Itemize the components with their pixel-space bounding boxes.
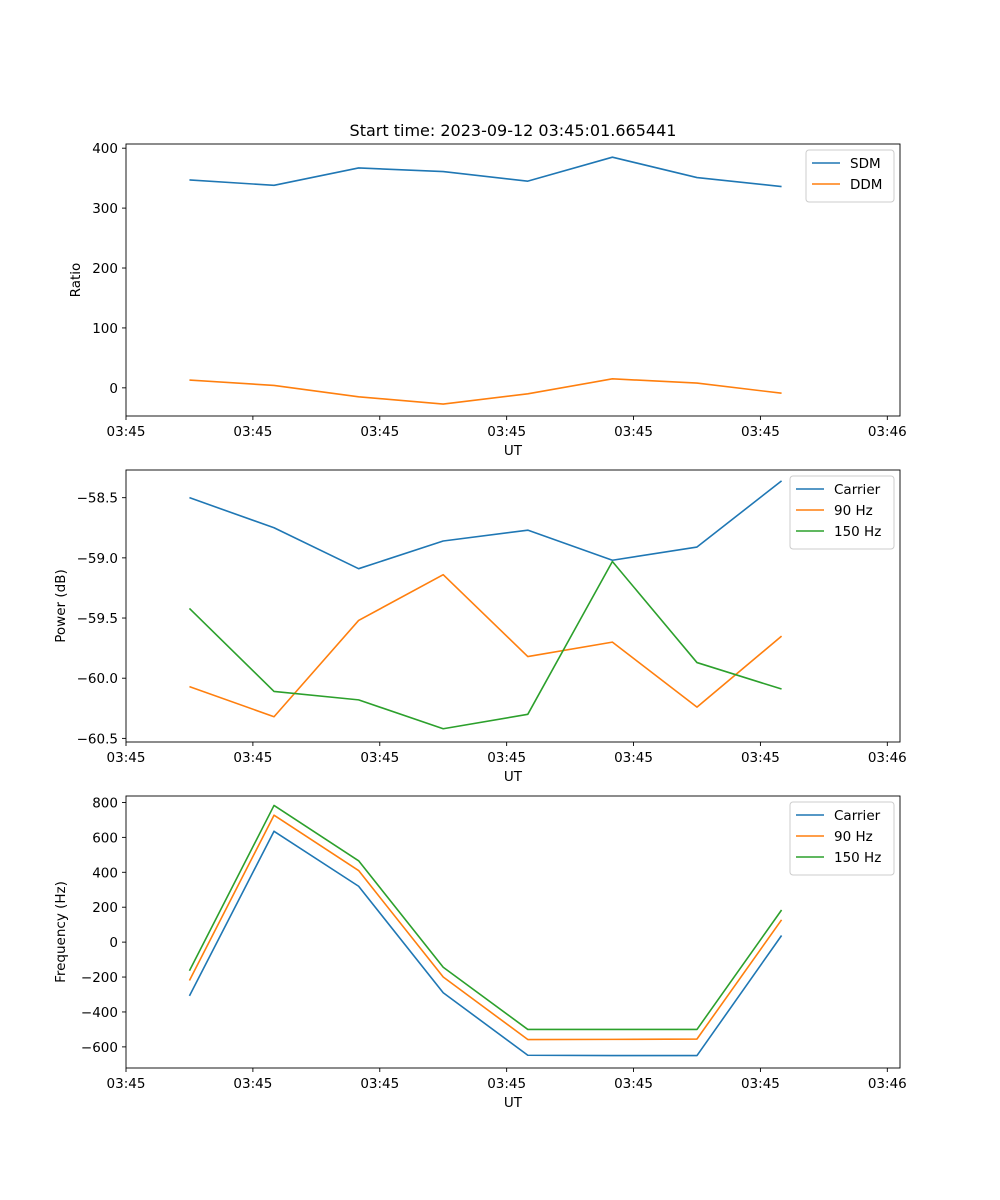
y-tick-label: 800: [92, 795, 118, 811]
y-axis-label: Ratio: [68, 263, 84, 298]
x-tick-label: 03:46: [868, 1076, 907, 1092]
chart-panel-2: 03:45 03:45 03:45 03:45 03:45 03:45 03:46 −58.5…: [53, 469, 907, 785]
chart-title: Start time: 2023-09-12 03:45:01.665441: [350, 121, 677, 140]
y-tick-label: 200: [92, 261, 118, 277]
legend-label: DDM: [850, 177, 882, 193]
y-tick-label: −59.5: [77, 611, 118, 627]
x-tick-label: 03:45: [107, 424, 146, 440]
plot-frame: [125, 795, 901, 1069]
legend: SDM DDM: [805, 149, 895, 203]
x-tick-label: 03:46: [868, 750, 907, 766]
legend-label: Carrier: [834, 808, 881, 824]
chart-panel-3: 03:45 03:45 03:45 03:45 03:45 03:45 03:46 800 60…: [53, 795, 907, 1111]
y-tick-label: −58.5: [77, 491, 118, 507]
y-tick-label: 100: [92, 321, 118, 337]
plot-frame: [125, 469, 901, 743]
y-tick-label: 400: [92, 141, 118, 157]
x-tick-label: 03:45: [360, 1076, 399, 1092]
x-tick-label: 03:45: [233, 750, 272, 766]
legend-label: SDM: [850, 156, 881, 172]
series-line-150-hz: [188, 560, 782, 730]
y-tick-label: 400: [92, 865, 118, 881]
x-tick-label: 03:45: [741, 424, 780, 440]
x-axis-label: UT: [504, 769, 523, 785]
plot-frame: [125, 143, 901, 417]
legend-label: Carrier: [834, 482, 881, 498]
legend: Carrier 90 Hz 150 Hz: [789, 801, 895, 876]
x-tick-label: 03:45: [614, 750, 653, 766]
x-tick-label: 03:46: [868, 424, 907, 440]
legend-label: 90 Hz: [834, 503, 873, 519]
legend-label: 90 Hz: [834, 829, 873, 845]
x-axis-label: UT: [504, 1095, 523, 1111]
x-tick-label: 03:45: [360, 750, 399, 766]
y-tick-label: −200: [81, 970, 118, 986]
legend-label: 150 Hz: [834, 524, 881, 540]
y-tick-label: 0: [109, 935, 118, 951]
y-tick-label: 200: [92, 900, 118, 916]
x-tick-label: 03:45: [741, 750, 780, 766]
series-line-carrier: [189, 480, 783, 570]
x-tick-label: 03:45: [741, 1076, 780, 1092]
y-tick-label: 300: [92, 201, 118, 217]
series-line-90-hz: [188, 814, 783, 1041]
y-tick-label: 0: [109, 381, 118, 397]
series-line-ddm: [189, 378, 782, 405]
x-tick-label: 03:45: [614, 1076, 653, 1092]
x-tick-label: 03:45: [360, 424, 399, 440]
y-tick-label: −60.0: [77, 671, 118, 687]
x-tick-label: 03:45: [107, 1076, 146, 1092]
series-line-carrier: [188, 830, 783, 1057]
series-line-90-hz: [189, 573, 783, 718]
y-axis-label: Power (dB): [53, 569, 69, 642]
series-line-150-hz: [188, 804, 783, 1031]
legend-label: 150 Hz: [834, 850, 881, 866]
x-axis-label: UT: [504, 443, 523, 459]
y-tick-label: −59.0: [77, 551, 118, 567]
legend: Carrier 90 Hz 150 Hz: [789, 475, 895, 550]
x-tick-label: 03:45: [107, 750, 146, 766]
x-tick-label: 03:45: [487, 1076, 526, 1092]
y-tick-label: 600: [92, 830, 118, 846]
y-tick-label: −60.5: [77, 731, 118, 747]
chart-panel-1: Start time: 2023-09-12 03:45:01.66544103…: [68, 121, 907, 459]
y-tick-label: −600: [81, 1040, 118, 1056]
x-tick-label: 03:45: [233, 424, 272, 440]
y-axis-label: Frequency (Hz): [53, 881, 69, 983]
x-tick-label: 03:45: [233, 1076, 272, 1092]
x-tick-label: 03:45: [614, 424, 653, 440]
y-tick-label: −400: [81, 1005, 118, 1021]
x-tick-label: 03:45: [487, 750, 526, 766]
series-line-sdm: [189, 156, 782, 188]
x-tick-label: 03:45: [487, 424, 526, 440]
